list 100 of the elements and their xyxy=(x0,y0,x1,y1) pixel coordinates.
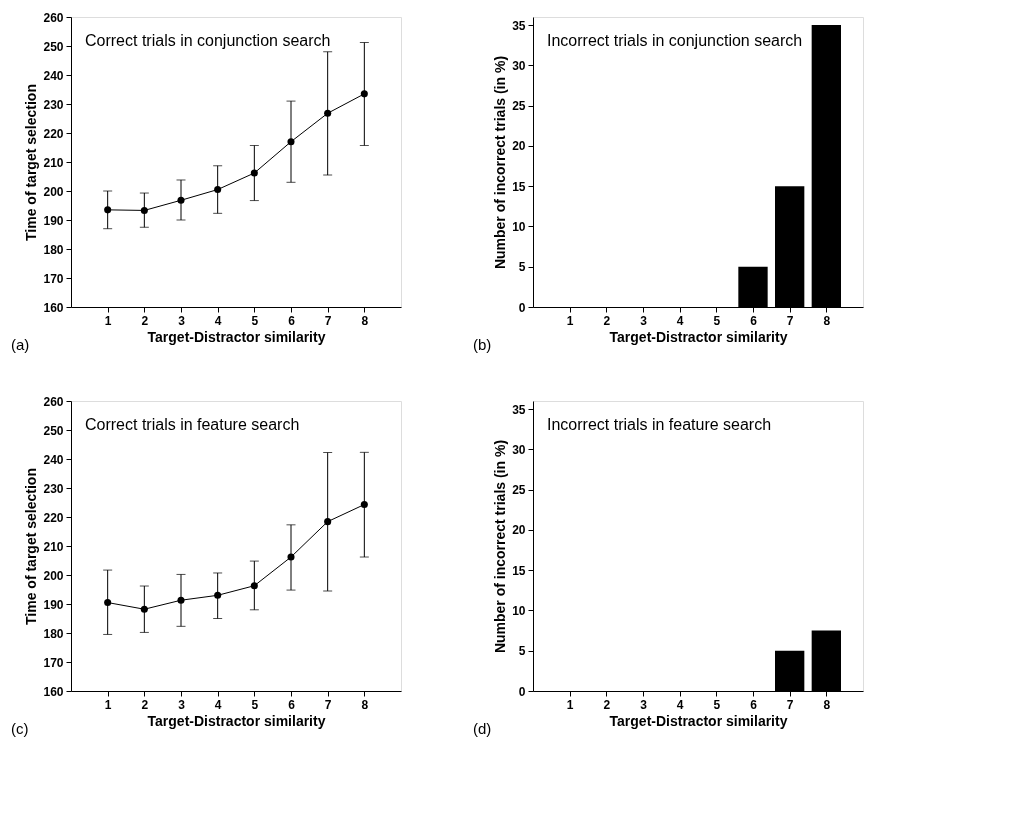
text: (d) xyxy=(473,720,492,737)
y-tick-label: 0 xyxy=(518,300,526,315)
y-axis-title: Number of incorrect trials (in %) xyxy=(492,55,509,270)
point xyxy=(104,206,112,214)
y-tick-label: 200 xyxy=(43,184,64,199)
y-tick-label: 240 xyxy=(43,68,64,83)
x-tick-label: 6 xyxy=(750,313,758,328)
y-tick-label: 230 xyxy=(43,481,64,496)
x-tick-label: 6 xyxy=(750,697,758,712)
y-tick-label: 220 xyxy=(43,126,64,141)
x-tick-label: 4 xyxy=(214,697,222,712)
y-tick-label: 210 xyxy=(43,155,64,170)
y-tick-label: 250 xyxy=(43,39,64,54)
y-axis-title: Time of target selection xyxy=(23,84,40,241)
y-tick-label: 260 xyxy=(43,10,64,25)
point xyxy=(250,169,258,177)
y-tick-label: 35 xyxy=(512,18,526,33)
x-axis-title: Target-Distractor similarity xyxy=(147,712,326,729)
text: Incorrect trials in conjunction search xyxy=(547,32,803,49)
point xyxy=(214,186,222,194)
point xyxy=(140,605,148,613)
x-tick-label: 5 xyxy=(713,313,721,328)
y-tick-label: 180 xyxy=(43,242,64,257)
text: (b) xyxy=(473,336,492,353)
y-tick-label: 0 xyxy=(518,684,526,699)
x-tick-label: 4 xyxy=(676,313,684,328)
point xyxy=(287,138,295,146)
text: (a) xyxy=(11,336,30,353)
x-tick-label: 4 xyxy=(214,313,222,328)
point xyxy=(360,501,368,509)
y-tick-label: 260 xyxy=(43,394,64,409)
x-tick-label: 6 xyxy=(288,697,296,712)
x-tick-label: 8 xyxy=(823,313,831,328)
x-tick-label: 7 xyxy=(324,313,332,328)
x-tick-label: 3 xyxy=(640,697,648,712)
x-tick-label: 2 xyxy=(141,697,149,712)
y-tick-label: 5 xyxy=(518,644,526,659)
x-tick-label: 8 xyxy=(361,313,369,328)
y-tick-label: 25 xyxy=(512,99,526,114)
x-tick-label: 5 xyxy=(251,313,259,328)
x-tick-label: 1 xyxy=(104,313,112,328)
point xyxy=(287,553,295,561)
x-tick-label: 4 xyxy=(676,697,684,712)
x-axis-title: Target-Distractor similarity xyxy=(609,712,788,729)
y-tick-label: 200 xyxy=(43,568,64,583)
point xyxy=(360,90,368,98)
x-tick-label: 7 xyxy=(786,313,794,328)
text: Correct trials in conjunction search xyxy=(85,32,331,49)
x-tick-label: 6 xyxy=(288,313,296,328)
text: Correct trials in feature search xyxy=(85,416,300,433)
x-tick-label: 7 xyxy=(324,697,332,712)
y-tick-label: 15 xyxy=(512,563,526,578)
point xyxy=(140,206,148,214)
y-tick-label: 160 xyxy=(43,684,64,699)
x-axis-title: Target-Distractor similarity xyxy=(609,328,788,345)
y-tick-label: 170 xyxy=(43,655,64,670)
y-tick-label: 25 xyxy=(512,483,526,498)
point xyxy=(324,109,332,117)
x-tick-label: 3 xyxy=(178,697,186,712)
y-tick-label: 250 xyxy=(43,423,64,438)
y-tick-label: 15 xyxy=(512,179,526,194)
y-tick-label: 30 xyxy=(512,58,526,73)
x-tick-label: 5 xyxy=(713,697,721,712)
x-tick-label: 2 xyxy=(141,313,149,328)
point xyxy=(177,196,185,204)
point xyxy=(324,518,332,526)
text: Incorrect trials in feature search xyxy=(547,416,772,433)
y-tick-label: 30 xyxy=(512,442,526,457)
point xyxy=(104,599,112,607)
point xyxy=(214,591,222,599)
y-tick-label: 160 xyxy=(43,300,64,315)
x-tick-label: 8 xyxy=(823,697,831,712)
x-tick-label: 2 xyxy=(603,313,611,328)
x-tick-label: 1 xyxy=(566,313,574,328)
x-tick-label: 8 xyxy=(361,697,369,712)
y-tick-label: 230 xyxy=(43,97,64,112)
y-tick-label: 5 xyxy=(518,260,526,275)
x-tick-label: 1 xyxy=(104,697,112,712)
y-tick-label: 190 xyxy=(43,597,64,612)
text: (c) xyxy=(11,720,29,737)
y-tick-label: 35 xyxy=(512,402,526,417)
x-tick-label: 3 xyxy=(178,313,186,328)
point xyxy=(177,596,185,604)
x-axis-title: Target-Distractor similarity xyxy=(147,328,326,345)
y-tick-label: 170 xyxy=(43,271,64,286)
y-tick-label: 190 xyxy=(43,213,64,228)
y-tick-label: 210 xyxy=(43,539,64,554)
x-tick-label: 2 xyxy=(603,697,611,712)
y-tick-label: 10 xyxy=(512,603,526,618)
x-tick-label: 7 xyxy=(786,697,794,712)
y-axis-title: Time of target selection xyxy=(23,468,40,625)
x-tick-label: 5 xyxy=(251,697,259,712)
y-tick-label: 180 xyxy=(43,626,64,641)
point xyxy=(250,582,258,590)
y-tick-label: 20 xyxy=(512,523,526,538)
y-axis-title: Number of incorrect trials (in %) xyxy=(492,439,509,654)
y-tick-label: 20 xyxy=(512,139,526,154)
x-tick-label: 3 xyxy=(640,313,648,328)
x-tick-label: 1 xyxy=(566,697,574,712)
y-tick-label: 240 xyxy=(43,452,64,467)
